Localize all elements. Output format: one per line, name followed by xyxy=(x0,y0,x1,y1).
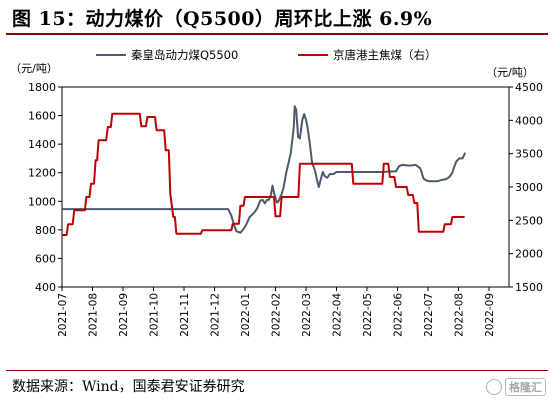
x-tick-label: 2021-12 xyxy=(210,293,222,337)
source-note: 数据来源：Wind，国泰君安证券研究 xyxy=(12,379,245,395)
series-line-jingtang xyxy=(62,112,465,236)
watermark-logo: 格隆汇 xyxy=(505,378,546,396)
x-tick-label: 2022-03 xyxy=(301,293,313,337)
series-line-qhd xyxy=(62,105,467,234)
left-axis-unit: （元/吨） xyxy=(10,62,58,75)
x-tick-label: 2021-07 xyxy=(57,293,69,337)
left-tick-label: 400 xyxy=(35,281,56,294)
x-tick-label: 2021-11 xyxy=(179,293,191,337)
left-tick-label: 800 xyxy=(35,224,56,237)
x-tick-label: 2021-08 xyxy=(88,293,100,337)
left-tick-label: 1600 xyxy=(28,110,56,123)
x-tick-label: 2022-09 xyxy=(484,293,496,337)
x-tick-label: 2022-04 xyxy=(332,293,344,337)
x-tick-label: 2022-05 xyxy=(362,293,374,337)
figure-title: 图 15：动力煤价（Q5500）周环比上涨 6.9% xyxy=(12,8,433,30)
left-tick-label: 1000 xyxy=(28,195,56,208)
legend: 秦皇岛动力煤Q5500 京唐港主焦煤（右） xyxy=(96,48,437,62)
left-tick-label: 1200 xyxy=(28,167,56,180)
left-tick-label: 1800 xyxy=(28,81,56,94)
wechat-icon xyxy=(486,379,502,395)
x-tick-label: 2021-09 xyxy=(118,293,130,337)
legend-label: 京唐港主焦煤（右） xyxy=(333,48,437,62)
right-tick-label: 4000 xyxy=(515,114,543,127)
right-tick-label: 2000 xyxy=(515,248,543,261)
title-rule xyxy=(6,33,548,35)
right-tick-label: 3500 xyxy=(515,148,543,161)
left-tick-label: 1400 xyxy=(28,138,56,151)
right-tick-label: 3000 xyxy=(515,181,543,194)
series-lines xyxy=(62,105,467,236)
x-tick-label: 2021-10 xyxy=(149,293,161,337)
axes: 400 600 800 1000 1200 1400 1600 1800 1500 2000 250… xyxy=(28,81,543,337)
right-tick-label: 4500 xyxy=(515,81,543,94)
right-tick-label: 1500 xyxy=(515,281,543,294)
left-tick-label: 600 xyxy=(35,252,56,265)
right-tick-label: 2500 xyxy=(515,214,543,227)
x-tick-label: 2022-02 xyxy=(271,293,283,337)
x-tick-label: 2022-01 xyxy=(240,293,252,337)
x-tick-label: 2022-06 xyxy=(393,293,405,337)
x-tick-label: 2022-08 xyxy=(454,293,466,337)
legend-label: 秦皇岛动力煤Q5500 xyxy=(131,48,238,62)
x-tick-label: 2022-07 xyxy=(423,293,435,337)
watermark: 格隆汇 xyxy=(486,378,546,396)
right-axis-unit: （元/吨） xyxy=(486,66,534,79)
source-rule xyxy=(6,370,548,371)
